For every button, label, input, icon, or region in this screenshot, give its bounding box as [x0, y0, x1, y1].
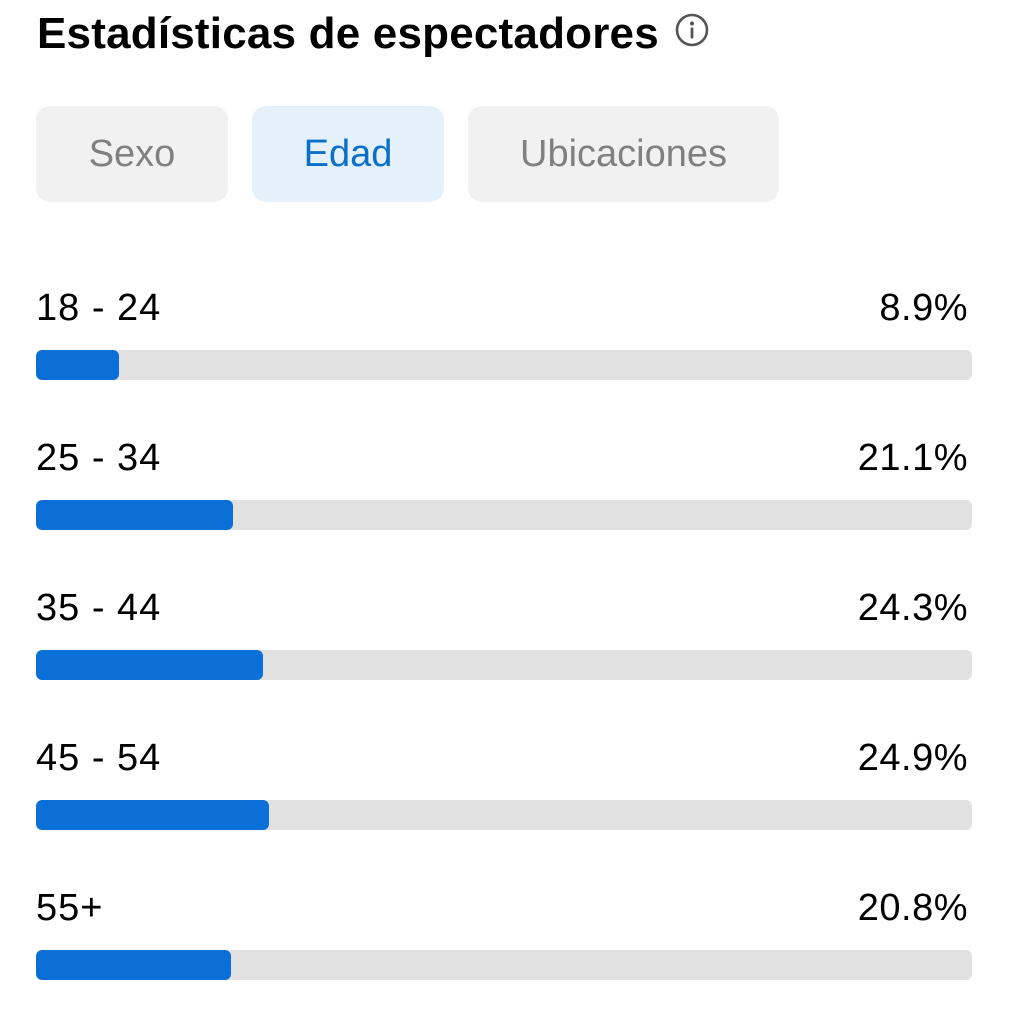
progress-fill	[36, 350, 120, 380]
age-label: 45 - 54	[36, 737, 162, 779]
progress-fill	[36, 800, 270, 830]
progress-fill	[36, 500, 234, 530]
header: Estadísticas de espectadores	[37, 8, 709, 60]
page-title: Estadísticas de espectadores	[37, 9, 659, 58]
progress-track	[36, 350, 972, 380]
progress-fill	[36, 650, 264, 680]
tab-ubicaciones[interactable]: Ubicaciones	[468, 106, 779, 202]
progress-track	[36, 650, 972, 680]
tab-edad[interactable]: Edad	[252, 106, 444, 202]
progress-fill	[36, 950, 231, 980]
progress-track	[36, 950, 972, 980]
age-label: 25 - 34	[36, 437, 162, 479]
age-label: 35 - 44	[36, 587, 162, 629]
age-percentage: 24.3%	[857, 587, 968, 629]
progress-track	[36, 500, 972, 530]
info-icon[interactable]	[675, 13, 709, 47]
age-percentage: 8.9%	[879, 287, 968, 329]
age-label: 18 - 24	[36, 287, 162, 329]
age-percentage: 20.8%	[857, 887, 968, 929]
tab-sexo[interactable]: Sexo	[36, 106, 228, 202]
age-label: 55+	[36, 887, 104, 929]
age-percentage: 24.9%	[857, 737, 968, 779]
age-percentage: 21.1%	[857, 437, 968, 479]
tab-bar: Sexo Edad Ubicaciones	[36, 106, 779, 202]
progress-track	[36, 800, 972, 830]
